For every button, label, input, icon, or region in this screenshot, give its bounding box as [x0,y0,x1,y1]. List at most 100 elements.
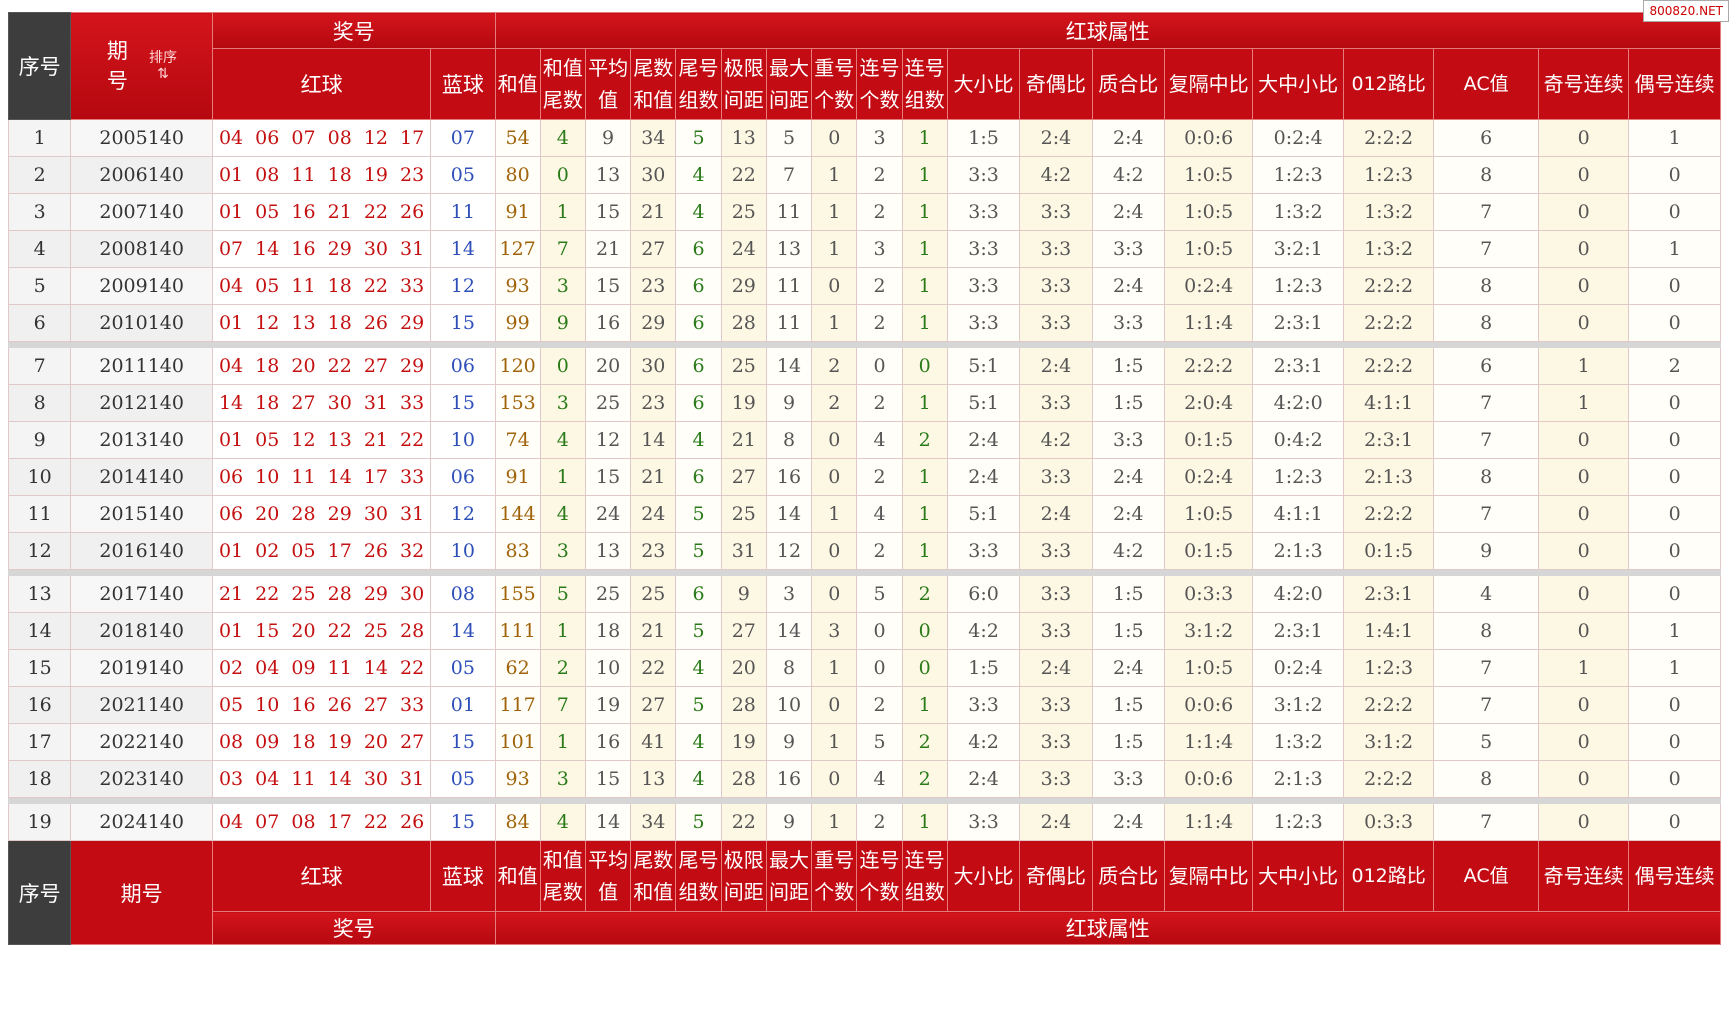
row-sum-tail: 4 [539,803,586,841]
row-big-small: 5:1 [946,384,1021,422]
row-consec: 2 [856,304,903,342]
table-row: 1 2005140 04 06 07 08 12 17 07 54 4 9 34 5 13 5 0 3 1… [7,119,1721,157]
row-route-012: 1:3:2 [1342,193,1435,231]
row-repeat: 3 [811,612,858,650]
row-tail-groups: 5 [675,803,722,841]
row-odd-even: 3:3 [1019,723,1093,761]
row-big-small: 3:3 [946,156,1021,194]
row-sum: 111 [494,612,541,650]
col-odd-even-header: 奇偶比 [1019,48,1093,120]
row-tail-sum: 13 [630,760,677,798]
row-max-gap: 14 [765,347,813,385]
row-repeat: 2 [811,384,858,422]
sort-arrows-icon: ⇅ [157,66,169,82]
row-tail-sum: 27 [630,230,677,268]
row-red-balls: 02 04 09 11 14 22 [212,649,432,687]
row-odd-run: 0 [1537,267,1630,305]
row-consec: 2 [856,193,903,231]
row-avg: 16 [584,723,632,761]
row-period: 2015140 [70,495,214,533]
row-dzx-ratio: 2:3:1 [1252,304,1344,342]
table-row: 16 2021140 05 10 16 26 27 33 01 117 7 19 27 5 28 1… [7,686,1721,724]
col-sum-tail-header: 和值尾数 [539,48,586,120]
row-route-012: 3:1:2 [1342,723,1435,761]
row-even-run: 0 [1628,458,1721,496]
row-ac-value: 4 [1433,575,1539,613]
row-red-balls: 21 22 25 28 29 30 [212,575,432,613]
row-tail-sum: 23 [630,267,677,305]
row-tail-sum: 25 [630,575,677,613]
row-route-012: 2:2:2 [1342,119,1435,157]
row-tail-groups: 6 [675,267,722,305]
row-repeat: 1 [811,495,858,533]
row-route-012: 2:2:2 [1342,686,1435,724]
row-repeat: 1 [811,193,858,231]
row-blue-ball: 05 [430,760,496,798]
row-max-gap: 7 [765,156,813,194]
row-even-run: 0 [1628,304,1721,342]
row-odd-run: 1 [1537,649,1630,687]
row-big-small: 3:3 [946,193,1021,231]
row-repeat: 1 [811,803,858,841]
row-avg: 15 [584,193,632,231]
row-repeat: 1 [811,649,858,687]
row-ac-value: 7 [1433,384,1539,422]
row-ac-value: 8 [1433,267,1539,305]
row-span: 25 [720,193,767,231]
col-even-run-header: 偶号连续 [1628,48,1721,120]
row-odd-run: 0 [1537,304,1630,342]
row-sum-tail: 2 [539,649,586,687]
table-row: 19 2024140 04 07 08 17 22 26 15 84 4 14 34 5 22 9 1… [7,803,1721,841]
row-tail-groups: 5 [675,495,722,533]
table-row: 14 2018140 01 15 20 22 25 28 14 111 1 18 21 5 27 1… [7,612,1721,650]
row-repeat: 0 [811,267,858,305]
row-consec-groups: 1 [901,532,948,570]
row-prime-composite: 3:3 [1091,230,1165,268]
col-ac-value-header: AC值 [1433,48,1539,120]
row-odd-run: 0 [1537,575,1630,613]
row-tail-sum: 23 [630,532,677,570]
row-repeat: 0 [811,458,858,496]
footer-col-consec-groups-header: 连号组数 [901,840,948,912]
row-prime-composite: 1:5 [1091,575,1165,613]
col-dzx-ratio-header: 大中小比 [1252,48,1344,120]
row-prime-composite: 2:4 [1091,803,1165,841]
row-blue-ball: 08 [430,575,496,613]
serial-header: 序号 [7,12,72,120]
row-even-run: 0 [1628,495,1721,533]
table-row: 17 2022140 08 09 18 19 20 27 15 101 1 16 41 4 19 9… [7,723,1721,761]
period-header[interactable]: 期号 排序 ⇅ [70,12,214,120]
row-period: 2019140 [70,649,214,687]
row-prime-composite: 1:5 [1091,384,1165,422]
row-fgz-ratio: 0:0:6 [1163,686,1254,724]
table-row: 10 2014140 06 10 11 14 17 33 06 91 1 15 21 6 27 16… [7,458,1721,496]
row-prime-composite: 1:5 [1091,723,1165,761]
row-big-small: 3:3 [946,532,1021,570]
row-dzx-ratio: 0:4:2 [1252,421,1344,459]
row-tail-groups: 5 [675,686,722,724]
row-odd-even: 2:4 [1019,495,1093,533]
row-consec-groups: 1 [901,156,948,194]
table-row: 9 2013140 01 05 12 13 21 22 10 74 4 12 14 4 21 8 0 4… [7,421,1721,459]
row-serial: 8 [7,384,72,422]
sort-control[interactable]: 排序 ⇅ [149,50,177,82]
row-red-balls: 01 08 11 18 19 23 [212,156,432,194]
row-tail-groups: 6 [675,230,722,268]
row-dzx-ratio: 2:1:3 [1252,532,1344,570]
row-red-balls: 06 10 11 14 17 33 [212,458,432,496]
row-max-gap: 16 [765,458,813,496]
row-red-balls: 01 02 05 17 26 32 [212,532,432,570]
row-big-small: 1:5 [946,649,1021,687]
row-fgz-ratio: 1:0:5 [1163,230,1254,268]
red-ball-header: 红球 [212,48,432,120]
row-sum: 80 [494,156,541,194]
table-row: 2 2006140 01 08 11 18 19 23 05 80 0 13 30 4 22 7 1 2… [7,156,1721,194]
row-odd-even: 3:3 [1019,458,1093,496]
row-sum-tail: 1 [539,723,586,761]
row-red-balls: 01 05 12 13 21 22 [212,421,432,459]
row-even-run: 0 [1628,421,1721,459]
row-span: 20 [720,649,767,687]
row-even-run: 0 [1628,384,1721,422]
footer-col-span-header: 极限间距 [720,840,767,912]
row-big-small: 1:5 [946,119,1021,157]
